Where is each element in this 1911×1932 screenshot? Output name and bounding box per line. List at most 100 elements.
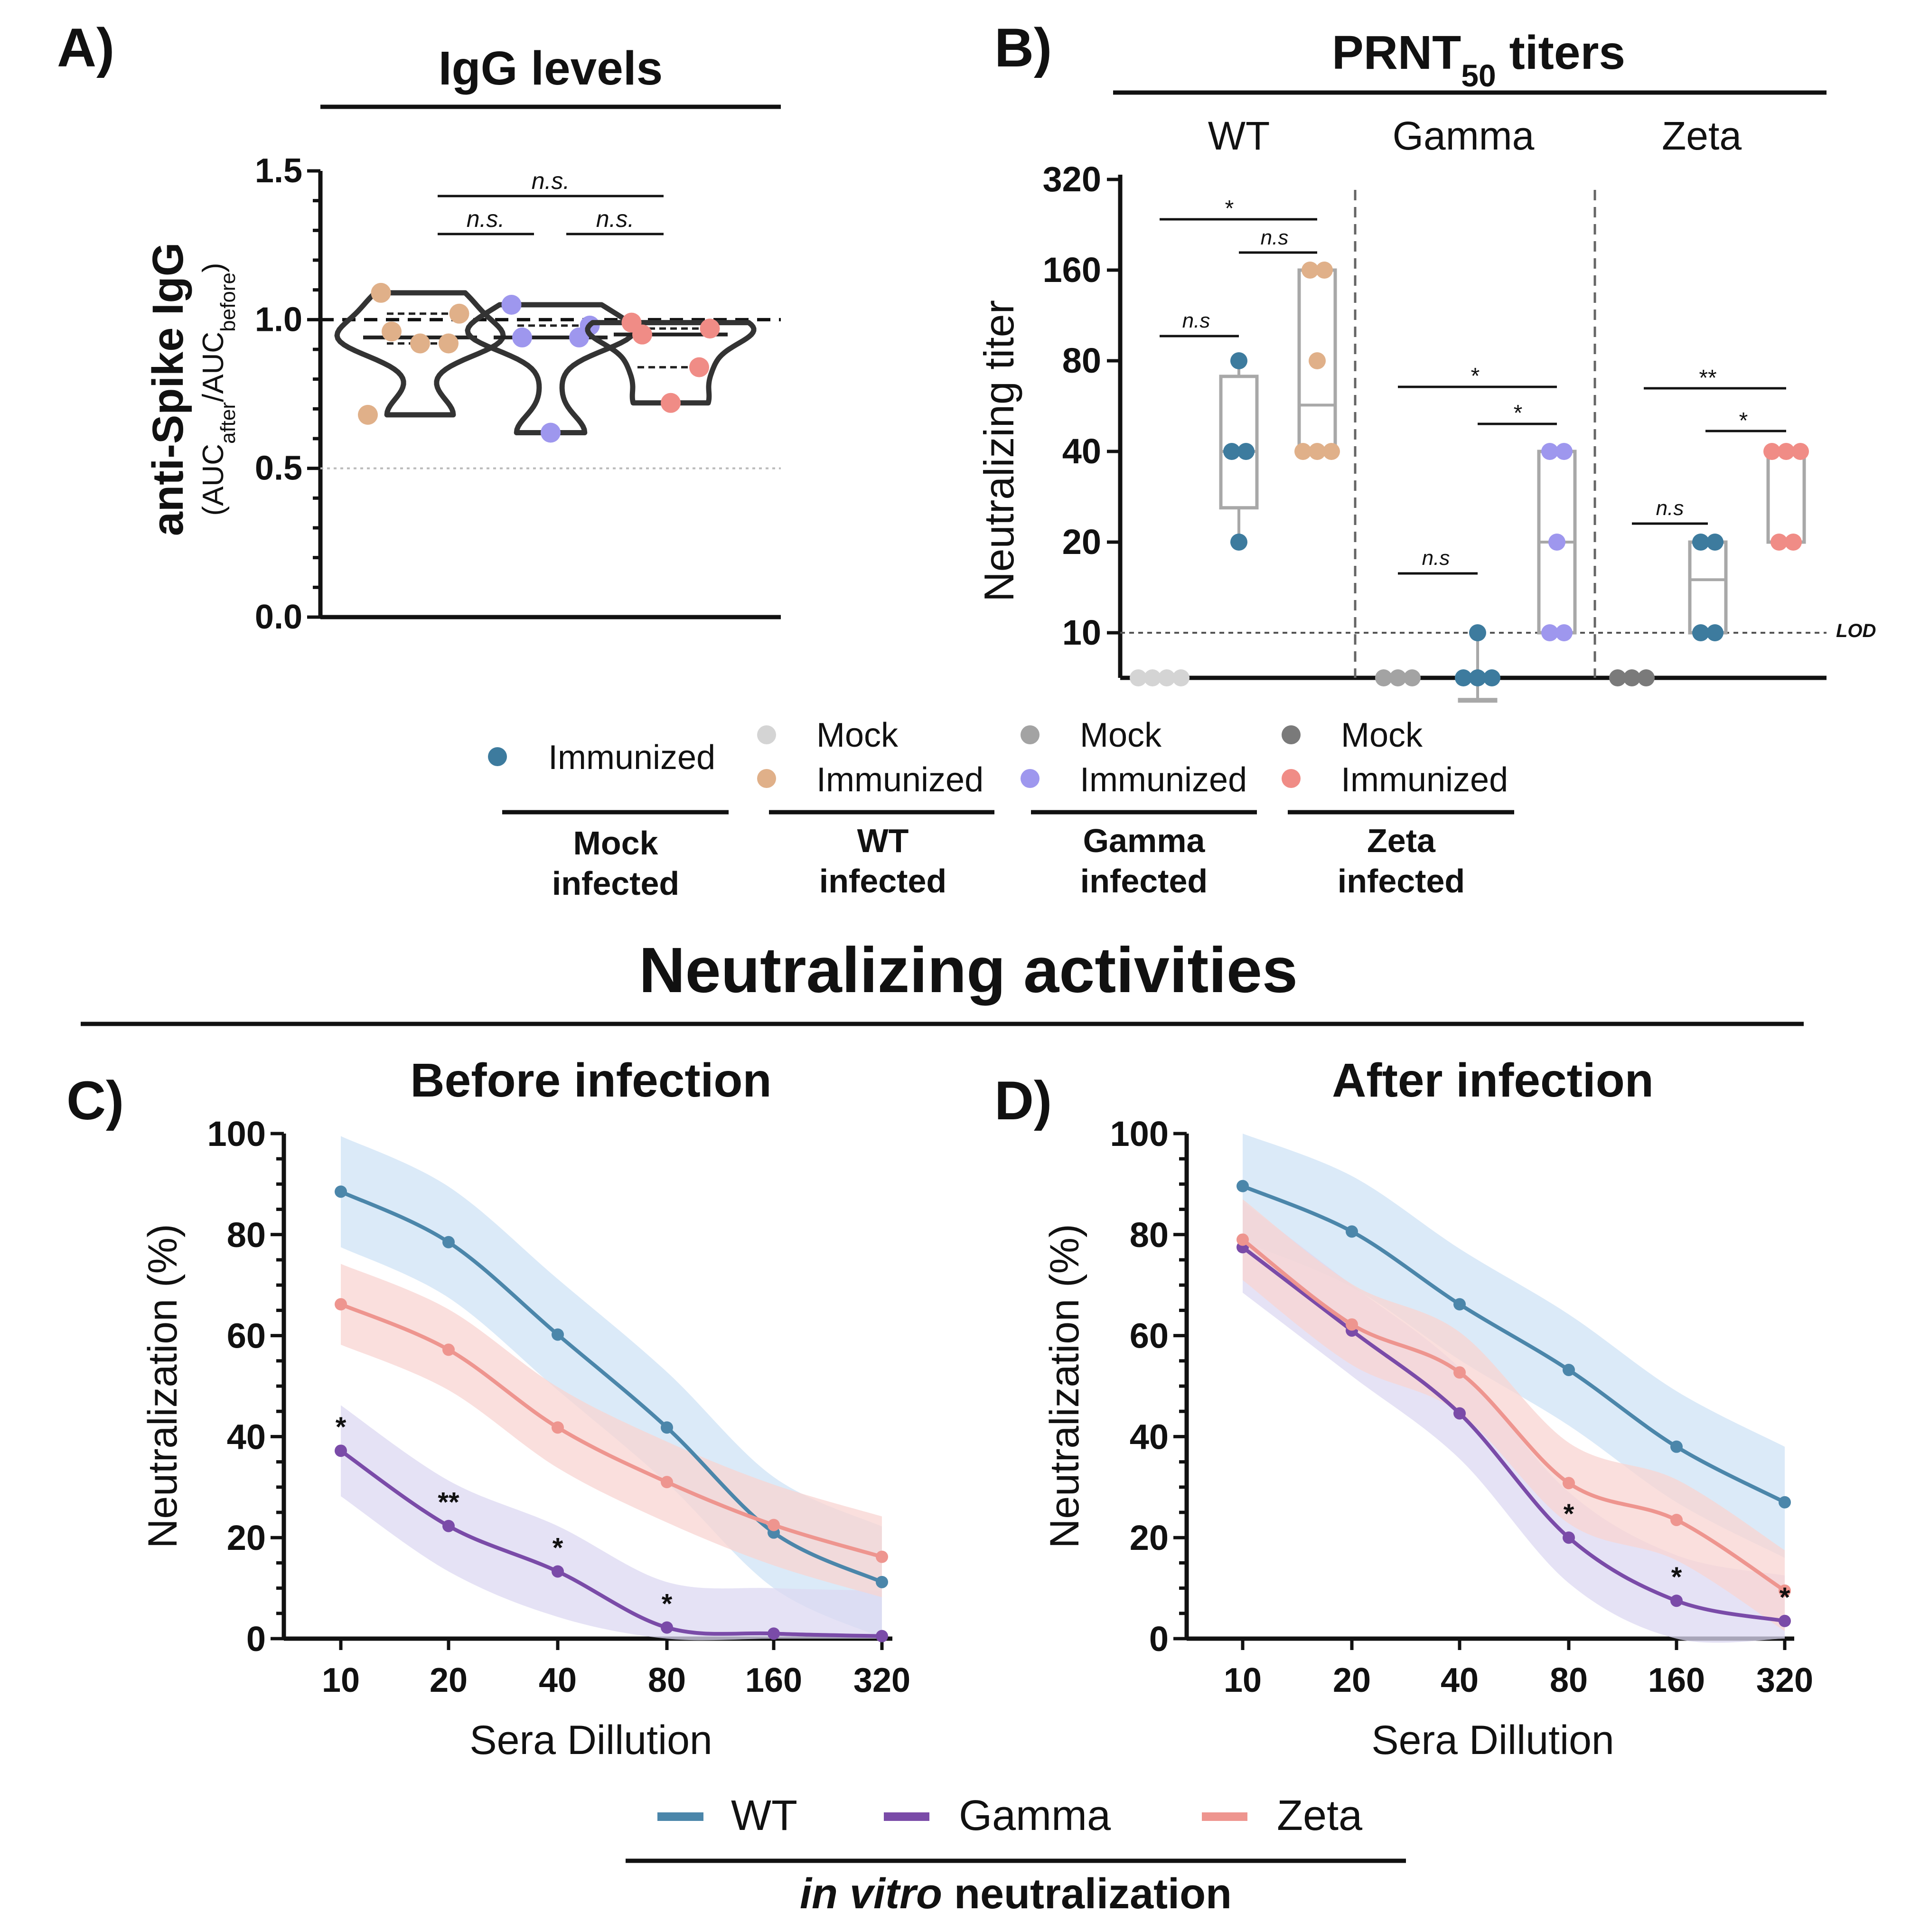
panel-b-point xyxy=(1309,352,1326,369)
panel-c-point-gamma xyxy=(661,1621,673,1634)
panel-a-y-tick-label: 0.5 xyxy=(255,450,302,488)
panel-d-letter: D) xyxy=(994,1070,1052,1131)
panel-b-point xyxy=(1692,624,1709,641)
legend-zeta-mock-marker xyxy=(1282,725,1301,744)
panel-c-point-zeta xyxy=(768,1519,780,1531)
panel-c-x-tick-label: 320 xyxy=(853,1661,910,1699)
panel-c-y-tick-label: 40 xyxy=(227,1417,266,1456)
panel-c-sig: * xyxy=(553,1532,563,1563)
legend-gamma-mock-marker xyxy=(1021,725,1040,744)
panel-b-y-tick-label: 320 xyxy=(1043,159,1101,199)
panel-c-letter: C) xyxy=(66,1070,124,1131)
panel-b-sig-wt-3: n.s xyxy=(1182,309,1210,332)
legend-zeta-label: Zeta xyxy=(1277,1792,1363,1839)
panel-d-title: After infection xyxy=(1332,1054,1654,1107)
panel-d-x-tick-label: 40 xyxy=(1441,1661,1479,1699)
group-legend: Immunized Mock infected Mock Immunized W… xyxy=(488,716,1514,902)
panel-a-point xyxy=(382,321,402,342)
panel-b-y-tick-label: 80 xyxy=(1062,341,1101,380)
panel-c-x-tick-label: 160 xyxy=(745,1661,802,1699)
panel-a-point xyxy=(410,333,430,354)
panel-c-point-gamma xyxy=(335,1444,347,1457)
panel-b-point xyxy=(1158,669,1175,686)
panel-b-point xyxy=(1323,443,1340,460)
panel-a-y-tick-label: 1.0 xyxy=(255,300,302,338)
panel-a-violin xyxy=(585,320,757,406)
panel-c-xlabel: Sera Dillution xyxy=(469,1717,712,1763)
panel-c-title: Before infection xyxy=(410,1054,771,1107)
panel-b-point xyxy=(1778,443,1795,460)
panel-a-point xyxy=(501,295,522,315)
panel-a-y-axis: 0.0 0.5 1.0 1.5 xyxy=(255,152,781,636)
panel-d-point-wt xyxy=(1779,1496,1791,1509)
panel-a-sig-1: n.s. xyxy=(532,168,570,194)
panel-b-point xyxy=(1785,534,1802,551)
panel-d-point-gamma xyxy=(1779,1614,1791,1627)
panel-d-sig: * xyxy=(1564,1499,1574,1529)
panel-b-sig-wt-1: * xyxy=(1225,196,1234,221)
panel-c-line-wt xyxy=(340,1190,883,1584)
panel-b-point xyxy=(1706,534,1724,551)
panel-c-x-tick-label: 40 xyxy=(539,1661,577,1699)
panel-b-point xyxy=(1541,443,1558,460)
panel-b-sig-zeta-1: ** xyxy=(1699,366,1716,391)
panel-d-y-tick-label: 60 xyxy=(1130,1316,1169,1356)
panel-d-point-gamma xyxy=(1563,1531,1575,1544)
panel-d-point-wt xyxy=(1237,1180,1249,1192)
panel-b-point xyxy=(1294,443,1311,460)
panel-a-point xyxy=(689,357,709,377)
panel-a-ylabel: anti-Spike IgG xyxy=(144,243,192,536)
panel-b-letter: B) xyxy=(994,18,1052,78)
panel-d-line-zeta xyxy=(1241,1238,1786,1593)
panel-d-band-wt xyxy=(1243,1134,1785,1558)
panel-d-y-tick-label: 100 xyxy=(1110,1114,1169,1154)
panel-c-point-wt xyxy=(661,1421,673,1434)
panel-d-point-zeta xyxy=(1779,1584,1791,1597)
panel-a-letter: A) xyxy=(57,18,114,78)
panel-d-x-tick-label: 320 xyxy=(1756,1661,1813,1699)
panel-c-y-tick-label: 100 xyxy=(207,1114,266,1154)
legend-zeta-infected-label-1: Zeta xyxy=(1367,822,1436,859)
panel-d-x-tick-label: 160 xyxy=(1648,1661,1705,1699)
panel-b-point xyxy=(1230,534,1247,551)
panel-d-x-tick-label: 80 xyxy=(1550,1661,1588,1699)
panel-b-point xyxy=(1555,624,1573,641)
panel-b-box xyxy=(1219,375,1259,510)
panel-b-point xyxy=(1375,669,1392,686)
panel-c-y-tick-label: 80 xyxy=(227,1215,266,1255)
panel-b-lod-label: LOD xyxy=(1836,620,1876,641)
panel-a-point xyxy=(700,319,720,339)
legend-gamma-mock: Mock xyxy=(1080,716,1162,754)
panel-b-box xyxy=(1458,698,1498,703)
panel-a-point xyxy=(569,327,589,347)
panel-c-point-wt xyxy=(335,1185,347,1198)
panel-b-point xyxy=(1469,669,1486,686)
panel-b-y-tick-label: 20 xyxy=(1062,522,1101,562)
panel-a-point xyxy=(371,282,391,303)
panel-a-point xyxy=(541,422,561,443)
panel-c-point-zeta xyxy=(552,1421,564,1434)
panel-c-y-tick-label: 0 xyxy=(246,1619,266,1659)
section-title: Neutralizing activities xyxy=(639,934,1298,1006)
panel-b-point xyxy=(1302,262,1319,279)
panel-c-point-wt xyxy=(876,1576,888,1588)
panel-b-point xyxy=(1237,443,1255,460)
legend-mock-infected-label-2: infected xyxy=(552,865,679,902)
panel-b-point xyxy=(1144,669,1161,686)
panel-d-point-wt xyxy=(1346,1225,1358,1238)
panel-d-ylabel: Neutralization (%) xyxy=(1042,1224,1087,1548)
panel-b-y-tick-label: 160 xyxy=(1043,250,1101,290)
panel-b-ylabel: Neutralizing titer xyxy=(975,300,1022,602)
panel-b-y-tick-label: 10 xyxy=(1062,613,1101,652)
panel-b-point xyxy=(1316,262,1333,279)
panel-b-sig-gamma-2: * xyxy=(1514,401,1523,426)
panel-c-point-zeta xyxy=(442,1343,455,1356)
legend-gamma-infected-label-2: infected xyxy=(1080,863,1208,900)
legend-mock-infected-immunized: Immunized xyxy=(548,739,715,777)
panel-d-point-wt xyxy=(1453,1298,1466,1311)
panel-b-point xyxy=(1706,624,1724,641)
panel-a-y-tick-label: 0.0 xyxy=(255,598,302,636)
panel-a-point xyxy=(512,327,532,347)
panel-a-point xyxy=(661,393,681,413)
